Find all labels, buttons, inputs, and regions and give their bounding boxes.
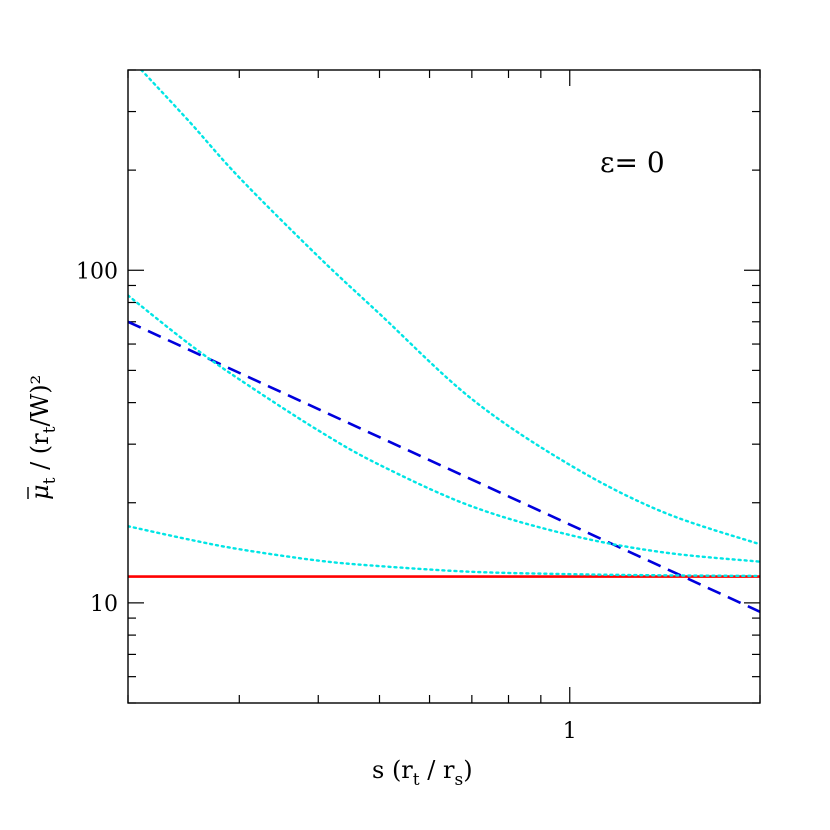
series-line-dotted-3: [128, 294, 760, 563]
series-line-dotted-2: [128, 525, 760, 578]
series-line-dotted-4: [140, 70, 760, 546]
tick-labels: 1 10 100: [76, 259, 577, 744]
x-tick-label: 1: [563, 719, 577, 744]
plot-frame: [127, 69, 761, 704]
series-line-dashed-1: [128, 320, 760, 613]
y-tick-label: 10: [90, 592, 118, 617]
x-axis-label: s (rt / rs): [372, 756, 473, 790]
axis-ticks: [127, 69, 761, 704]
y-tick-label: 100: [76, 259, 118, 284]
series-layer: [128, 70, 760, 613]
y-axis-label: μt / (rt/W)²: [26, 375, 60, 500]
annotation-epsilon: ε= 0: [600, 146, 665, 179]
